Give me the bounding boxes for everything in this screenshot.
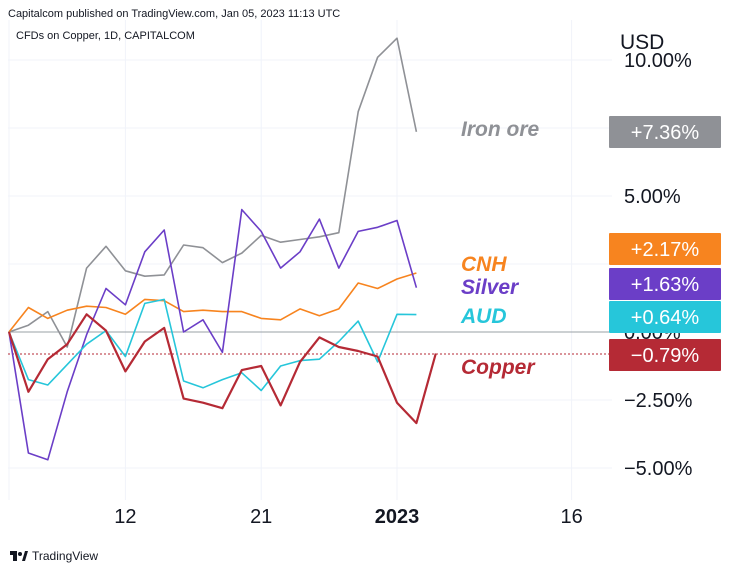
value-tag-cnh: +2.17% <box>609 233 721 265</box>
x-tick-label: 16 <box>560 506 582 528</box>
value-tag-bg <box>609 233 721 265</box>
value-tag-iron-ore: +7.36% <box>609 116 721 148</box>
series-name-cnh: CNH <box>461 253 507 276</box>
tradingview-footer[interactable]: TradingView <box>10 549 98 563</box>
currency-label: USD <box>620 31 664 54</box>
series-line-copper[interactable] <box>7 313 437 425</box>
x-tick-label: 12 <box>114 506 136 528</box>
x-tick-label: 2023 <box>375 506 420 528</box>
series-line-silver[interactable] <box>8 208 418 461</box>
series-name-silver: Silver <box>461 276 520 299</box>
series-name-aud: AUD <box>460 305 507 328</box>
tradingview-logo-icon <box>10 551 28 561</box>
value-tag-copper: −0.79% <box>609 339 721 371</box>
y-tick-label: −5.00% <box>624 458 693 480</box>
series-line-aud[interactable] <box>8 298 417 392</box>
footer-brand: TradingView <box>32 549 99 563</box>
y-tick-label: 10.00% <box>624 50 692 72</box>
value-tag-bg <box>609 268 721 300</box>
x-tick-label: 21 <box>250 506 272 528</box>
value-tag-text: +7.36% <box>631 122 700 144</box>
value-tag-text: +2.17% <box>631 239 700 261</box>
value-tag-text: +1.63% <box>631 274 700 296</box>
series-name-copper: Copper <box>461 356 536 379</box>
value-tag-text: −0.79% <box>631 345 700 367</box>
chart-title: CFDs on Copper, 1D, CAPITALCOM <box>16 30 195 42</box>
series-line-cnh[interactable] <box>8 272 417 333</box>
value-tag-bg <box>609 116 721 148</box>
y-tick-label: 5.00% <box>624 186 681 208</box>
value-tag-aud: +0.64% <box>609 301 721 333</box>
y-tick-label: −2.50% <box>624 390 693 412</box>
value-tag-text: +0.64% <box>631 307 700 329</box>
series-name-iron-ore: Iron ore <box>461 118 539 141</box>
value-tag-silver: +1.63% <box>609 268 721 300</box>
value-tag-bg <box>609 301 721 333</box>
publisher-line: Capitalcom published on TradingView.com,… <box>8 8 341 20</box>
series-line-iron-ore[interactable] <box>8 37 418 348</box>
value-tag-bg <box>609 339 721 371</box>
